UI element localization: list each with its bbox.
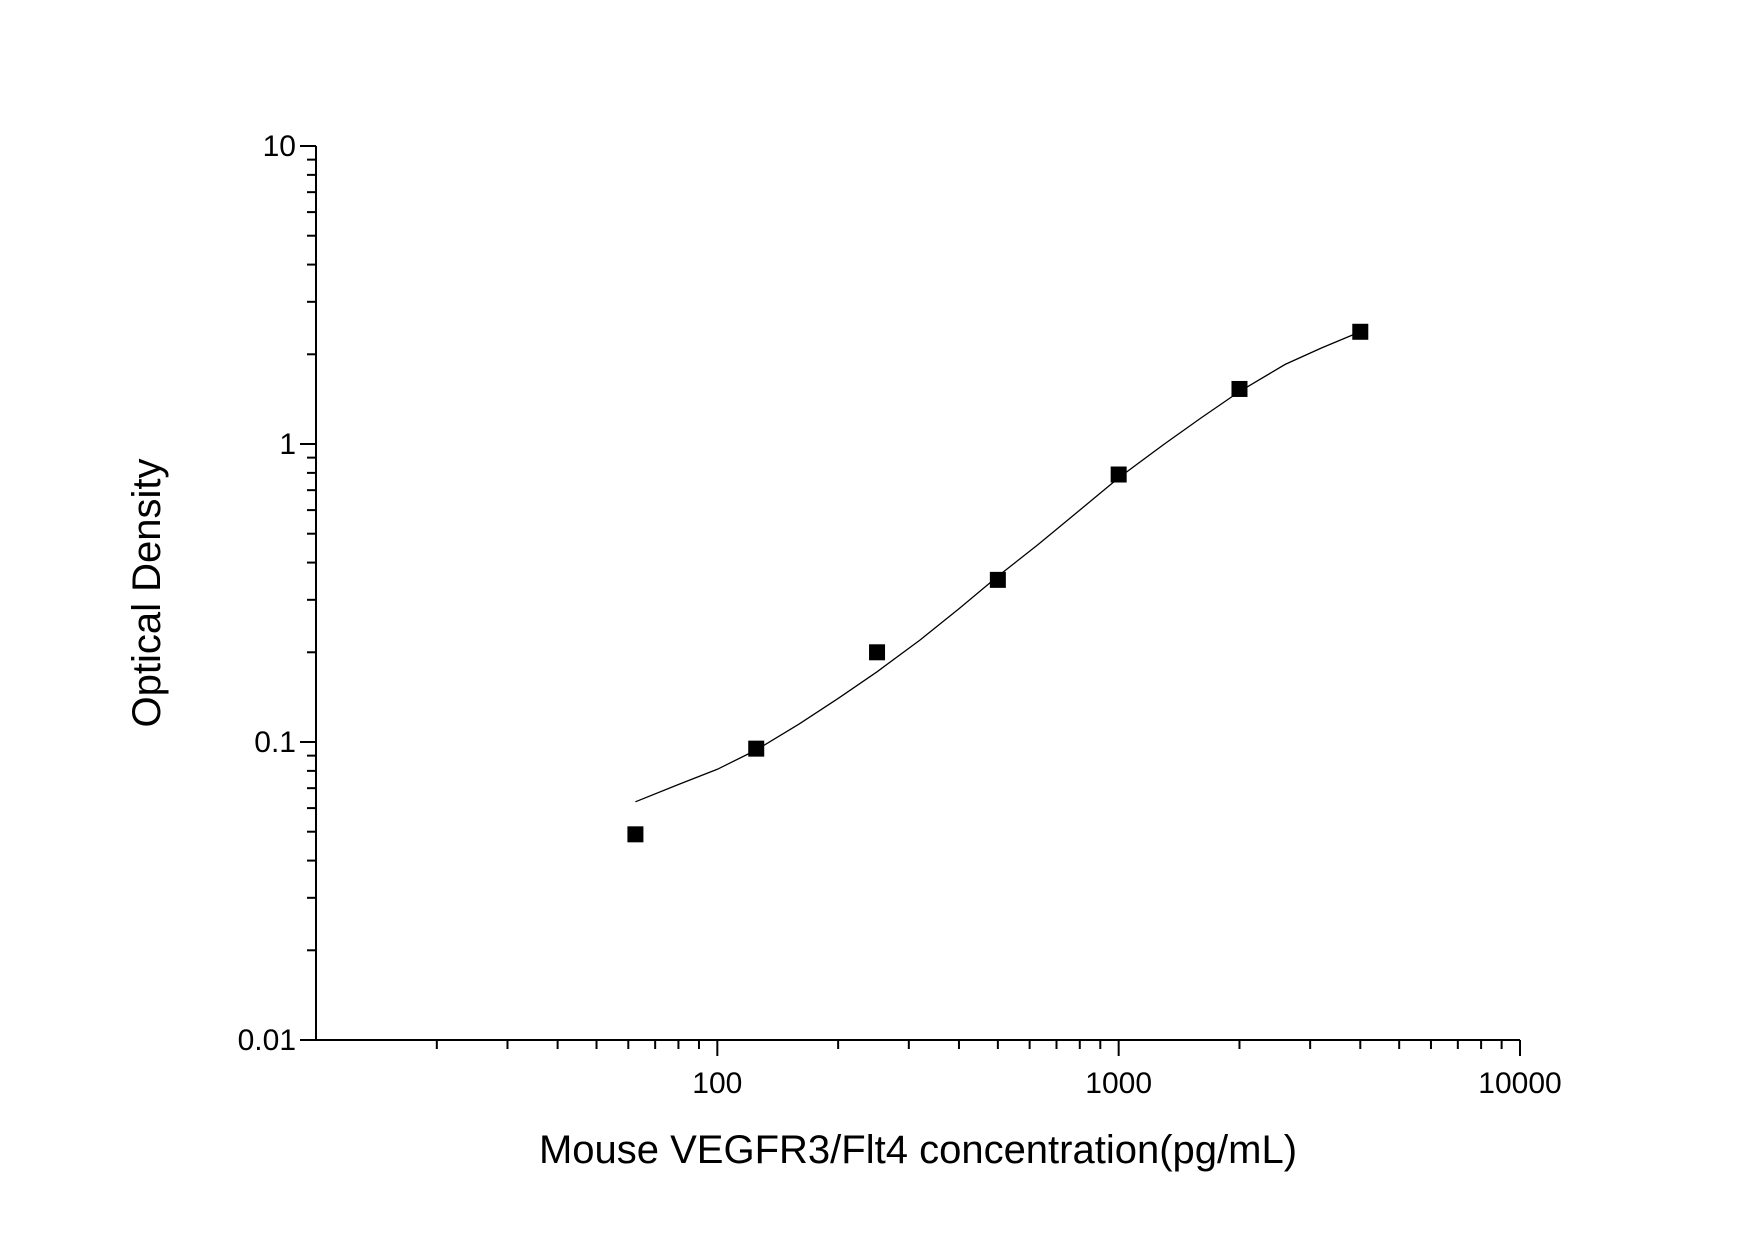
fit-curve-line [635,331,1361,803]
y-tick-label: 1 [279,428,296,461]
data-point [1231,380,1248,397]
axes: 0.01 0.1 1 10 100 1000 10000 [238,130,1562,1100]
y-tick-label: 10 [263,130,296,163]
x-tick-label: 1000 [1085,1067,1152,1100]
y-tick-label: 0.1 [254,726,296,759]
data-point [989,571,1006,588]
y-axis-title: Optical Density [125,459,169,728]
x-axis-ticks: 100 1000 10000 [435,1040,1562,1100]
x-tick-label: 10000 [1478,1067,1561,1100]
x-tick-label: 100 [692,1067,742,1100]
y-axis-ticks: 0.01 0.1 1 10 [238,130,316,1057]
x-axis-title: Mouse VEGFR3/Flt4 concentration(pg/mL) [539,1128,1297,1172]
data-point [1352,323,1369,340]
data-point [627,826,644,843]
data-point [1110,466,1127,483]
y-tick-label: 0.01 [238,1024,296,1057]
data-points [627,323,1369,843]
data-point [869,644,886,661]
data-point [748,740,765,757]
